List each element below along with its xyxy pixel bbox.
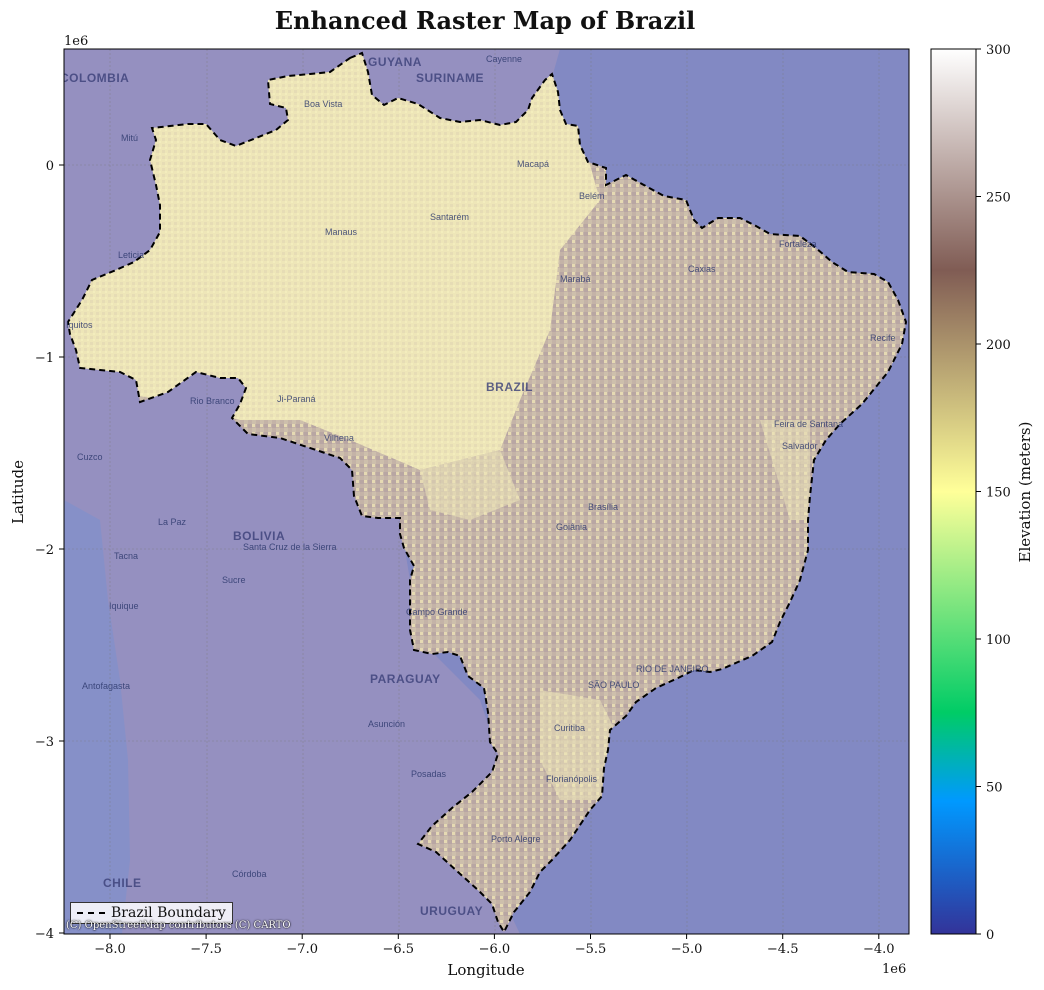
city-label: Córdoba [232,869,267,879]
x-tick-label: −4.0 [863,942,895,957]
x-tick-label: −7.5 [190,942,222,957]
city-label: Ji-Paraná [277,394,316,404]
colorbar-tick-label: 150 [986,486,1011,501]
city-label: Iquique [109,601,139,611]
x-tick-label: −8.0 [94,942,126,957]
city-label: Recife [870,333,896,343]
x-tick-label: −6.5 [383,942,415,957]
x-tick-label: −5.0 [671,942,703,957]
city-label: Mitú [121,133,138,143]
y-axis-label: Latitude [9,460,27,524]
city-label: Santarém [430,212,469,222]
basemap: COLOMBIA GUYANA SURINAME BOLIVIA PARAGUA… [60,49,909,934]
city-label: Cuzco [77,452,103,462]
city-label: Cayenne [486,54,522,64]
plot-frame [63,48,910,935]
city-label: Asunción [368,719,405,729]
y-axis: 0 −1 −2 −3 −4 [35,159,64,942]
city-label: Fortaleza [779,239,817,249]
map-attribution: (C) OpenStreetMap contributors (C) CARTO [66,920,291,931]
city-label: Manaus [325,227,358,237]
city-label: Iquitos [66,320,93,330]
city-label: Antofagasta [82,681,130,691]
legend: Brazil Boundary [70,902,233,924]
city-label: Florianópolis [546,774,598,784]
y-tick-label: −1 [35,351,54,366]
y-tick-label: 0 [46,159,54,174]
x-tick-label: −4.5 [767,942,799,957]
country-label: COLOMBIA [60,71,129,85]
city-label: RIO DE JANEIRO [636,664,709,674]
colorbar-label: Elevation (meters) [1016,422,1034,563]
x-tick-label: −6.0 [479,942,511,957]
y-tick-label: −2 [35,543,54,558]
country-label: GUYANA [368,55,422,69]
colorbar [930,48,977,935]
city-label: Salvador [782,441,818,451]
x-axis: −8.0 −7.5 −7.0 −6.5 −6.0 −5.5 −5.0 −4.5 −4.0 [94,934,895,957]
city-label: Vilhena [324,433,354,443]
page-title: Enhanced Raster Map of Brazil [274,6,696,35]
city-label: Tacna [114,551,138,561]
colorbar-tick-label: 0 [986,928,994,943]
legend-label: Brazil Boundary [111,905,226,921]
city-label: Porto Alegre [491,834,541,844]
city-label: Curitiba [554,723,585,733]
legend-line-swatch [77,912,105,914]
city-label: La Paz [158,517,187,527]
country-label: CHILE [103,876,142,890]
x-offset-label: 1e6 [882,962,906,977]
colorbar-tick-label: 50 [986,781,1003,796]
x-tick-label: −7.0 [286,942,318,957]
city-label: Marabá [560,274,591,284]
country-label: BRAZIL [486,380,533,394]
city-label: Rio Branco [190,396,235,406]
city-labels: Cayenne Boa Vista Mitú Macapá Belém Santarém M… [66,54,896,879]
city-label: Campo Grande [406,607,468,617]
city-label: Brasília [588,502,618,512]
y-tick-label: −4 [35,927,54,942]
colorbar-tick-label: 100 [986,633,1011,648]
city-label: Sucre [222,575,246,585]
y-offset-label: 1e6 [64,34,88,49]
city-label: Boa Vista [304,99,342,109]
city-label: Goiânia [556,522,587,532]
colorbar-tick-label: 200 [986,338,1011,353]
country-label: BOLIVIA [233,529,285,543]
city-label: Leticia [118,250,144,260]
city-label: Posadas [411,769,447,779]
colorbar-ticks: 0 50 100 150 200 250 300 [976,43,1011,943]
x-tick-label: −5.5 [575,942,607,957]
city-label: Feira de Santana [774,419,843,429]
y-tick-label: −3 [35,735,54,750]
city-label: Santa Cruz de la Sierra [243,542,337,552]
city-label: Macapá [517,159,549,169]
country-label: SURINAME [416,71,484,85]
x-axis-label: Longitude [447,961,524,979]
city-label: SÃO PAULO [588,680,639,690]
colorbar-tick-label: 250 [986,191,1011,206]
city-label: Caxias [688,264,716,274]
city-label: Belém [579,191,605,201]
country-label: URUGUAY [420,904,483,918]
colorbar-tick-label: 300 [986,43,1011,58]
country-label: PARAGUAY [370,672,441,686]
